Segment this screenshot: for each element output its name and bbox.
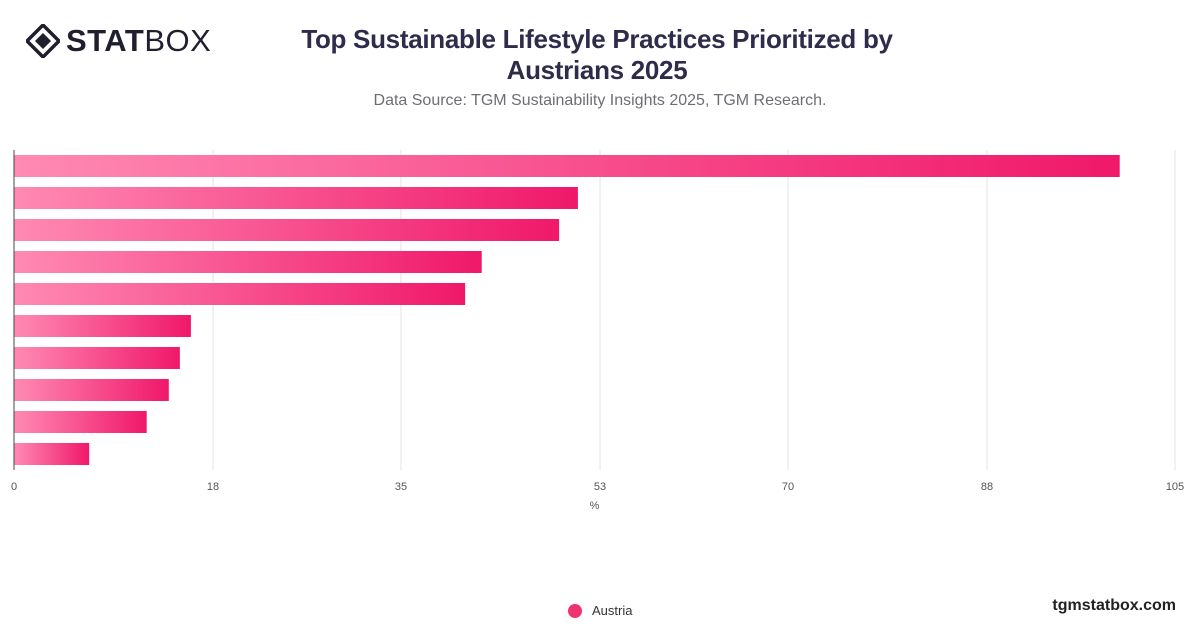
website-footer[interactable]: tgmstatbox.com bbox=[1052, 597, 1176, 614]
bar[interactable] bbox=[14, 155, 1120, 177]
bar[interactable] bbox=[14, 443, 90, 465]
bar[interactable] bbox=[14, 251, 482, 273]
legend-label: Austria bbox=[592, 603, 633, 618]
chart-title: Top Sustainable Lifestyle Practices Prio… bbox=[301, 24, 893, 85]
x-tick-label: 53 bbox=[594, 481, 606, 493]
x-tick-label: 0 bbox=[11, 481, 17, 493]
brand-logo: STATBOX bbox=[26, 24, 211, 58]
bar-chart: 0 18 35 53 70 88 105% bbox=[11, 150, 1184, 512]
bar[interactable] bbox=[14, 315, 191, 337]
bar[interactable] bbox=[14, 411, 147, 433]
x-tick-label: 35 bbox=[395, 481, 407, 493]
bar[interactable] bbox=[14, 379, 169, 401]
brand-wordmark-bold: STAT bbox=[66, 23, 145, 58]
diamond-logo-icon bbox=[26, 24, 60, 58]
x-tick-label: 105 bbox=[1166, 481, 1184, 493]
x-tick-label: 88 bbox=[981, 481, 993, 493]
bar[interactable] bbox=[14, 219, 560, 241]
bar[interactable] bbox=[14, 347, 180, 369]
legend-swatch bbox=[568, 603, 582, 618]
brand-wordmark-light: BOX bbox=[144, 23, 212, 58]
x-axis-label: % bbox=[590, 500, 600, 512]
brand-wordmark: STATBOX bbox=[66, 24, 211, 58]
x-tick-label: 70 bbox=[782, 481, 794, 493]
bar[interactable] bbox=[14, 283, 466, 305]
chart-legend[interactable]: Austria bbox=[568, 603, 632, 618]
bar[interactable] bbox=[14, 187, 578, 209]
x-tick-label: 18 bbox=[207, 481, 219, 493]
chart-subtitle: Data Source: TGM Sustainability Insights… bbox=[373, 92, 827, 109]
